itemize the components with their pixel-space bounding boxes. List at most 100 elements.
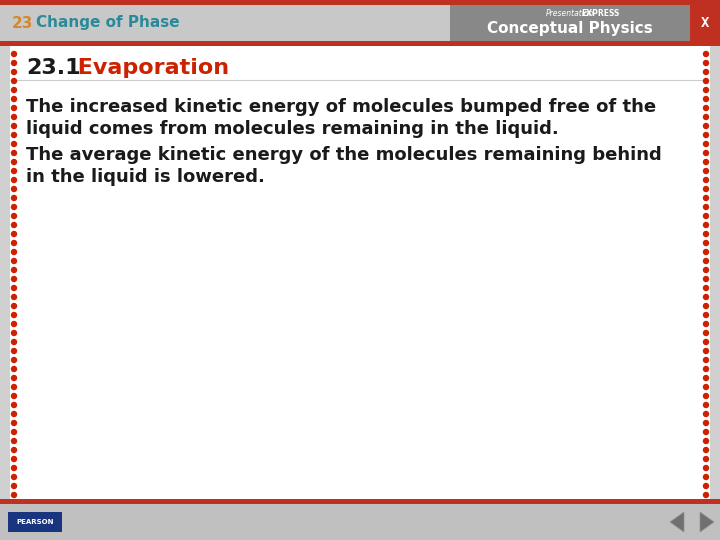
Circle shape: [12, 286, 17, 291]
Circle shape: [12, 384, 17, 389]
Circle shape: [12, 78, 17, 84]
Circle shape: [12, 141, 17, 146]
Circle shape: [703, 303, 708, 308]
Circle shape: [703, 105, 708, 111]
Circle shape: [703, 411, 708, 416]
Text: Change of Phase: Change of Phase: [36, 16, 179, 30]
Circle shape: [703, 70, 708, 75]
Circle shape: [12, 222, 17, 227]
Circle shape: [703, 259, 708, 264]
Circle shape: [12, 213, 17, 219]
Circle shape: [703, 114, 708, 119]
Circle shape: [12, 303, 17, 308]
Circle shape: [703, 429, 708, 435]
Circle shape: [12, 340, 17, 345]
Circle shape: [12, 456, 17, 462]
Circle shape: [703, 141, 708, 146]
Circle shape: [703, 151, 708, 156]
Circle shape: [703, 492, 708, 497]
Circle shape: [703, 448, 708, 453]
Circle shape: [12, 421, 17, 426]
Circle shape: [12, 492, 17, 497]
Text: Conceptual Physics: Conceptual Physics: [487, 22, 653, 37]
Circle shape: [12, 159, 17, 165]
Bar: [8, 512, 62, 532]
Circle shape: [12, 475, 17, 480]
Circle shape: [12, 178, 17, 183]
Bar: [0, 499, 720, 504]
Circle shape: [12, 294, 17, 300]
Circle shape: [12, 267, 17, 273]
Circle shape: [12, 240, 17, 246]
Circle shape: [12, 259, 17, 264]
Circle shape: [703, 421, 708, 426]
Circle shape: [703, 475, 708, 480]
Circle shape: [703, 276, 708, 281]
Text: liquid comes from molecules remaining in the liquid.: liquid comes from molecules remaining in…: [26, 120, 559, 138]
Circle shape: [703, 394, 708, 399]
Circle shape: [703, 267, 708, 273]
Circle shape: [703, 330, 708, 335]
Circle shape: [12, 114, 17, 119]
Circle shape: [12, 313, 17, 318]
Bar: [10, 46, 710, 499]
Circle shape: [12, 60, 17, 65]
Circle shape: [703, 286, 708, 291]
Circle shape: [12, 87, 17, 92]
Circle shape: [12, 105, 17, 111]
Text: The average kinetic energy of the molecules remaining behind: The average kinetic energy of the molecu…: [26, 146, 662, 164]
Circle shape: [12, 483, 17, 489]
Circle shape: [703, 456, 708, 462]
Circle shape: [703, 340, 708, 345]
Circle shape: [703, 232, 708, 237]
Circle shape: [703, 402, 708, 408]
Circle shape: [703, 87, 708, 92]
Circle shape: [703, 249, 708, 254]
Bar: [450, 5, 690, 41]
Text: Evaporation: Evaporation: [70, 58, 229, 78]
Circle shape: [703, 178, 708, 183]
Circle shape: [12, 448, 17, 453]
Text: 23.1: 23.1: [26, 58, 81, 78]
Circle shape: [703, 195, 708, 200]
Circle shape: [703, 240, 708, 246]
Circle shape: [703, 132, 708, 138]
Circle shape: [12, 276, 17, 281]
Circle shape: [703, 367, 708, 372]
Bar: [0, 504, 720, 540]
Circle shape: [12, 465, 17, 470]
Circle shape: [703, 294, 708, 300]
Circle shape: [703, 51, 708, 57]
Circle shape: [12, 186, 17, 192]
Circle shape: [703, 348, 708, 354]
Text: 23: 23: [12, 16, 33, 30]
Circle shape: [703, 438, 708, 443]
Circle shape: [703, 124, 708, 129]
Text: PEARSON: PEARSON: [17, 519, 54, 525]
Polygon shape: [700, 512, 714, 532]
Text: The increased kinetic energy of molecules bumped free of the: The increased kinetic energy of molecule…: [26, 98, 656, 116]
Circle shape: [703, 97, 708, 102]
Circle shape: [12, 205, 17, 210]
Circle shape: [703, 186, 708, 192]
Bar: [0, 41, 720, 46]
Circle shape: [12, 367, 17, 372]
Circle shape: [12, 97, 17, 102]
Circle shape: [12, 348, 17, 354]
Circle shape: [12, 402, 17, 408]
Circle shape: [12, 330, 17, 335]
Circle shape: [703, 465, 708, 470]
Circle shape: [703, 384, 708, 389]
Circle shape: [12, 124, 17, 129]
Circle shape: [12, 151, 17, 156]
Circle shape: [12, 375, 17, 381]
Circle shape: [703, 483, 708, 489]
Bar: [0, 5, 720, 41]
Circle shape: [703, 60, 708, 65]
Circle shape: [12, 357, 17, 362]
Text: EXPRESS: EXPRESS: [581, 10, 619, 18]
Circle shape: [12, 232, 17, 237]
Circle shape: [12, 249, 17, 254]
Circle shape: [12, 394, 17, 399]
Circle shape: [12, 70, 17, 75]
